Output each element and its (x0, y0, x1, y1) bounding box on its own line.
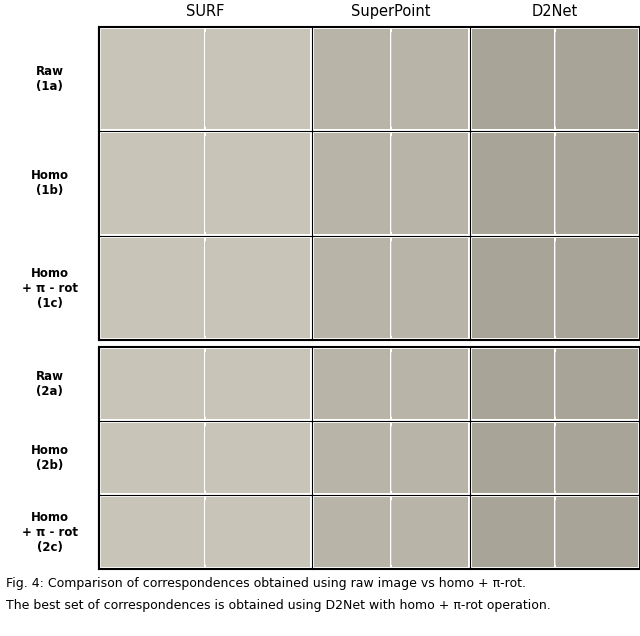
Bar (314, 497, 390, 567)
Bar (314, 238, 390, 338)
Bar (314, 133, 390, 234)
Bar (392, 29, 468, 129)
Bar (392, 133, 468, 234)
Bar (206, 423, 310, 493)
Bar (472, 238, 554, 338)
Bar (392, 238, 468, 338)
Text: Fig. 4: Comparison of correspondences obtained using raw image vs homo + π-rot.: Fig. 4: Comparison of correspondences ob… (6, 577, 526, 590)
Bar (472, 133, 554, 234)
Bar (556, 497, 638, 567)
Bar (556, 423, 638, 493)
Text: SuperPoint: SuperPoint (351, 4, 431, 19)
Bar (206, 238, 310, 338)
Text: Homo
(1b): Homo (1b) (31, 169, 68, 198)
Bar (556, 238, 638, 338)
Bar (556, 133, 638, 234)
Bar (101, 133, 205, 234)
Bar (472, 349, 554, 419)
Text: Homo
+ π - rot
(1c): Homo + π - rot (1c) (22, 266, 77, 310)
Bar (99, 27, 640, 340)
Text: The best set of correspondences is obtained using D2Net with homo + π-rot operat: The best set of correspondences is obtai… (6, 600, 551, 612)
Text: D2Net: D2Net (532, 4, 579, 19)
Bar (472, 423, 554, 493)
Bar (392, 423, 468, 493)
Bar (314, 423, 390, 493)
Bar (556, 29, 638, 129)
Text: SURF: SURF (186, 4, 225, 19)
Bar (314, 349, 390, 419)
Bar (101, 29, 205, 129)
Text: Raw
(1a): Raw (1a) (36, 65, 63, 93)
Bar (392, 349, 468, 419)
Bar (314, 29, 390, 129)
Text: Homo
+ π - rot
(2c): Homo + π - rot (2c) (22, 511, 77, 553)
Bar (101, 349, 205, 419)
Bar (101, 423, 205, 493)
Text: Homo
(2b): Homo (2b) (31, 444, 68, 472)
Bar (101, 238, 205, 338)
Text: Raw
(2a): Raw (2a) (36, 370, 63, 398)
Bar (206, 497, 310, 567)
Bar (206, 29, 310, 129)
Bar (392, 497, 468, 567)
Bar (206, 349, 310, 419)
Bar (206, 133, 310, 234)
Bar (99, 347, 640, 569)
Bar (556, 349, 638, 419)
Bar (101, 497, 205, 567)
Bar (472, 29, 554, 129)
Bar (472, 497, 554, 567)
